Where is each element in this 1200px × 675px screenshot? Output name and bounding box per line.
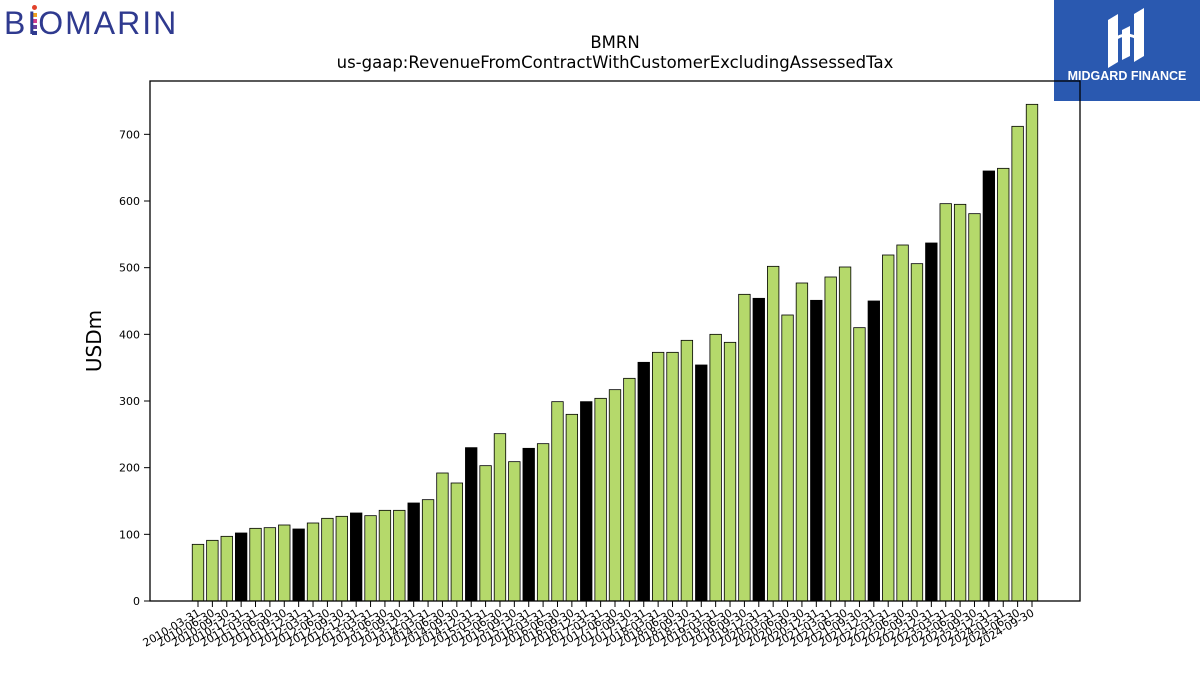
bar (752, 297, 765, 602)
midgard-finance-logo: MIDGARD FINANCE (1054, 0, 1200, 101)
bar (939, 203, 952, 602)
logo-dot-orange (32, 13, 37, 17)
bar (1011, 125, 1024, 602)
y-axis: 0 100 200 300 400 500 600 700 (119, 128, 150, 608)
bar (191, 543, 205, 602)
bar (278, 524, 291, 602)
bar (623, 377, 636, 602)
bars-group (191, 103, 1039, 602)
bar (450, 482, 463, 602)
bar (350, 512, 363, 602)
bar (824, 276, 837, 602)
bar (968, 213, 981, 602)
bar (479, 465, 492, 602)
y-tick-label: 600 (119, 195, 140, 208)
bar (508, 461, 521, 602)
y-tick-label: 700 (119, 128, 140, 141)
bar (853, 327, 866, 602)
logo-dot-purple (32, 25, 37, 29)
biomarin-wordmark: BIOMARIN (4, 5, 178, 38)
bar (910, 263, 924, 602)
y-tick-label: 300 (119, 395, 140, 408)
bar (795, 282, 809, 602)
bar (551, 401, 564, 602)
bar (925, 242, 938, 602)
bar (680, 339, 694, 602)
bar (335, 515, 348, 602)
bar (738, 293, 751, 602)
bar (263, 527, 277, 602)
bar (393, 509, 406, 602)
y-tick-label: 200 (119, 462, 140, 475)
bar (580, 401, 593, 602)
bar (321, 517, 334, 602)
bar (810, 299, 823, 602)
bar (465, 447, 478, 602)
bar (982, 170, 996, 602)
bar (536, 443, 550, 602)
y-axis-label: USDm (82, 310, 106, 372)
y-tick-label: 100 (119, 528, 140, 541)
bar (249, 527, 262, 602)
bar (651, 351, 665, 602)
bar (608, 389, 622, 602)
midgard-wordmark: MIDGARD FINANCE (1068, 69, 1187, 83)
bar (666, 351, 679, 602)
bar (407, 502, 420, 602)
chart-subtitle: us-gaap:RevenueFromContractWithCustomerE… (337, 53, 894, 72)
bar (1025, 103, 1039, 602)
bar (206, 539, 219, 602)
midgard-mark-icon: MIDGARD FINANCE (1068, 8, 1187, 83)
bar (896, 244, 909, 602)
bar (421, 499, 435, 602)
bar (306, 522, 320, 602)
bar (364, 515, 377, 602)
x-axis: 2010-03-312010-06-302010-09-302010-12-31… (141, 601, 1037, 650)
bar (882, 254, 895, 602)
y-tick-label: 500 (119, 262, 140, 275)
y-tick-label: 400 (119, 328, 140, 341)
y-tick-label: 0 (133, 595, 140, 608)
bar (695, 364, 708, 602)
bar (709, 333, 722, 602)
bar (493, 433, 507, 602)
bar (781, 314, 794, 602)
bar (953, 203, 967, 602)
bar (767, 265, 780, 602)
plot-frame (149, 80, 1081, 602)
biomarin-logo: BIOMARIN (4, 5, 178, 38)
bar (522, 447, 535, 602)
bar (594, 397, 607, 602)
bar (234, 532, 248, 602)
bar (997, 167, 1010, 602)
logo-dot-red (32, 5, 37, 10)
logo-dot-blue (32, 31, 37, 35)
bar (867, 300, 880, 602)
bar (292, 528, 305, 602)
chart-title: BMRN (590, 33, 639, 52)
bar (723, 341, 737, 602)
bar (436, 472, 449, 602)
bar (220, 535, 233, 602)
logo-dot-pink (32, 19, 37, 23)
bar (838, 266, 852, 602)
bar (637, 361, 650, 602)
bar (565, 413, 579, 602)
bar (378, 509, 392, 602)
